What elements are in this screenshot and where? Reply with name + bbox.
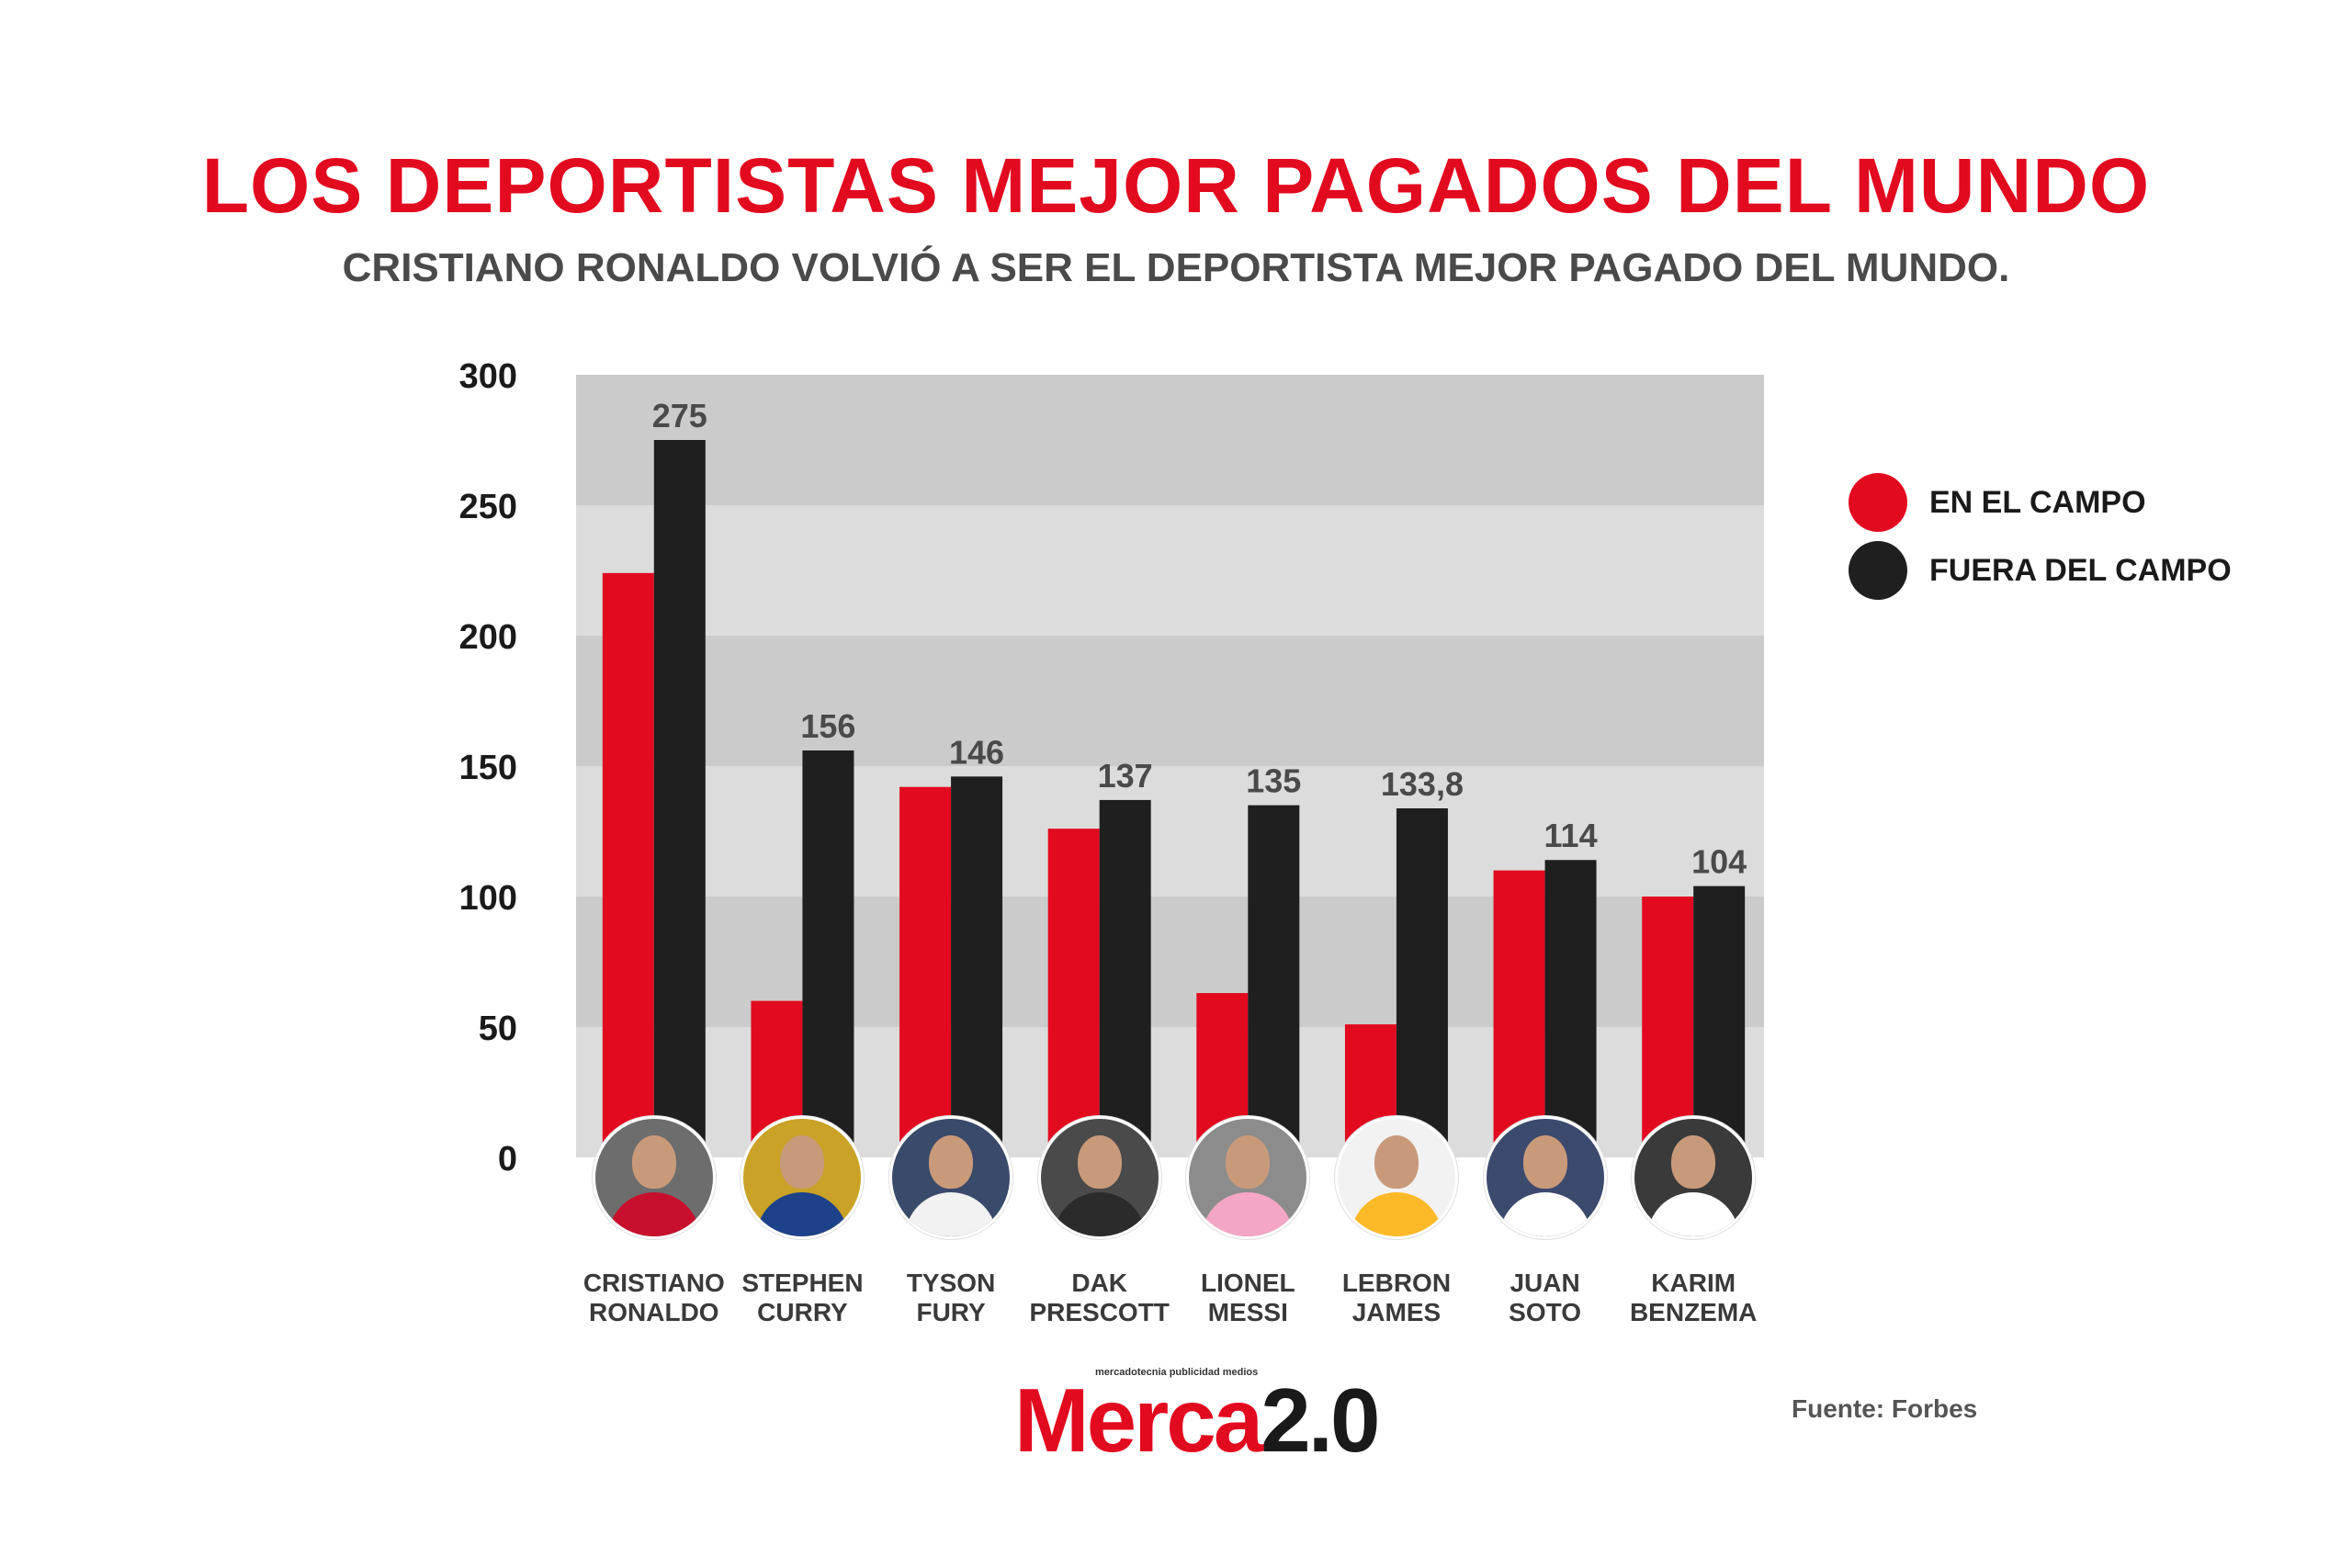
bar-en-el-campo bbox=[899, 786, 952, 1157]
athlete-card: STEPHEN CURRY bbox=[729, 1116, 876, 1327]
bar-en-el-campo bbox=[602, 572, 654, 1157]
y-tick-label: 0 bbox=[498, 1140, 517, 1179]
data-label: 104 bbox=[1691, 843, 1747, 881]
y-axis: 0 50 100 150 200 250 300 bbox=[459, 357, 517, 1179]
y-tick-label: 150 bbox=[459, 749, 517, 787]
data-label: 137 bbox=[1098, 757, 1153, 795]
logo-tagline: mercadotecnia publicidad medios bbox=[1095, 1367, 1259, 1378]
athlete-photo-icon bbox=[1632, 1116, 1756, 1239]
legend-label: EN EL CAMPO bbox=[1929, 484, 2146, 520]
athlete-photo-icon bbox=[1483, 1116, 1607, 1239]
athlete-card: TYSON FURY bbox=[877, 1116, 1024, 1327]
athlete-first-name: DAK bbox=[1071, 1269, 1128, 1297]
grid-band bbox=[576, 375, 1764, 505]
bars bbox=[602, 440, 1746, 1157]
athlete-photo-icon bbox=[889, 1116, 1013, 1239]
bar-fuera-del-campo bbox=[1544, 860, 1597, 1157]
red-dot-icon bbox=[1849, 473, 1907, 532]
athlete-photo-icon bbox=[1186, 1116, 1310, 1239]
athlete-first-name: LIONEL bbox=[1200, 1269, 1295, 1297]
chart-title: LOS DEPORTISTAS MEJOR PAGADOS DEL MUNDO bbox=[201, 142, 2151, 229]
data-label: 275 bbox=[652, 397, 707, 434]
bar-en-el-campo bbox=[1493, 870, 1545, 1157]
athlete-photo-icon bbox=[1037, 1116, 1161, 1239]
athlete-last-name: JAMES bbox=[1351, 1298, 1442, 1326]
athlete-card: DAK PRESCOTT bbox=[1026, 1116, 1173, 1327]
athlete-last-name: CURRY bbox=[757, 1298, 848, 1326]
athlete-first-name: TYSON bbox=[906, 1269, 996, 1297]
athlete-last-name: FURY bbox=[916, 1298, 986, 1326]
bar-en-el-campo bbox=[1047, 829, 1100, 1157]
merca-logo: mercadotecnia publicidad medios Merca2.0 bbox=[1014, 1367, 1381, 1471]
data-labels: 275 156 146 137 135 133,8 114 104 bbox=[652, 397, 1747, 881]
bar-fuera-del-campo bbox=[653, 440, 706, 1157]
athlete-card: LIONEL MESSI bbox=[1174, 1116, 1321, 1327]
athlete-name: JUAN SOTO bbox=[1472, 1269, 1619, 1327]
athlete-first-name: CRISTIANO bbox=[582, 1269, 725, 1297]
data-label: 135 bbox=[1246, 762, 1301, 800]
bar-fuera-del-campo bbox=[1693, 886, 1746, 1157]
bar-fuera-del-campo bbox=[1396, 808, 1448, 1157]
legend-item-fuera-del-campo: FUERA DEL CAMPO bbox=[1849, 540, 2234, 601]
athlete-first-name: KARIM bbox=[1651, 1269, 1736, 1297]
bar-fuera-del-campo bbox=[1099, 799, 1151, 1157]
athlete-name: LIONEL MESSI bbox=[1174, 1269, 1321, 1327]
legend-label: FUERA DEL CAMPO bbox=[1929, 552, 2232, 588]
athlete-photo-icon bbox=[741, 1116, 865, 1239]
y-tick-label: 300 bbox=[459, 357, 517, 396]
athlete-card: CRISTIANO RONALDO bbox=[581, 1116, 728, 1327]
logo-word: Merca bbox=[1014, 1370, 1263, 1471]
athlete-name: KARIM BENZEMA bbox=[1620, 1269, 1767, 1327]
source-note: Fuente: Forbes bbox=[1792, 1394, 1978, 1423]
grid-band bbox=[576, 505, 1764, 636]
athlete-photo-icon bbox=[592, 1116, 716, 1239]
athlete-last-name: SOTO bbox=[1509, 1298, 1581, 1326]
data-label: 114 bbox=[1544, 817, 1598, 854]
athlete-card: LEBRON JAMES bbox=[1323, 1116, 1470, 1327]
athlete-name: CRISTIANO RONALDO bbox=[581, 1269, 728, 1327]
athlete-photo-icon bbox=[1334, 1116, 1458, 1239]
data-label: 133,8 bbox=[1381, 765, 1464, 803]
athlete-name: TYSON FURY bbox=[877, 1269, 1024, 1327]
y-tick-label: 200 bbox=[459, 618, 517, 657]
athlete-name: LEBRON JAMES bbox=[1323, 1269, 1470, 1327]
bar-fuera-del-campo bbox=[802, 750, 854, 1157]
y-tick-label: 50 bbox=[479, 1010, 517, 1048]
athlete-first-name: JUAN bbox=[1510, 1269, 1580, 1297]
athlete-last-name: MESSI bbox=[1207, 1298, 1288, 1326]
chart-subtitle: CRISTIANO RONALDO VOLVIÓ A SER EL DEPORT… bbox=[342, 245, 2010, 290]
athlete-last-name: BENZEMA bbox=[1629, 1298, 1758, 1326]
athlete-card: KARIM BENZEMA bbox=[1620, 1116, 1767, 1327]
athlete-name: STEPHEN CURRY bbox=[729, 1269, 876, 1327]
logo-version: 2.0 bbox=[1261, 1370, 1380, 1471]
y-tick-label: 250 bbox=[459, 488, 517, 526]
bar-fuera-del-campo bbox=[1248, 805, 1300, 1157]
grid-band bbox=[576, 636, 1764, 766]
y-tick-label: 100 bbox=[459, 879, 517, 918]
legend-item-en-el-campo: EN EL CAMPO bbox=[1849, 472, 2234, 533]
athlete-name: DAK PRESCOTT bbox=[1026, 1269, 1173, 1327]
bar-en-el-campo bbox=[1642, 897, 1694, 1157]
athlete-first-name: LEBRON bbox=[1341, 1269, 1452, 1297]
black-dot-icon bbox=[1849, 541, 1907, 600]
athlete-first-name: STEPHEN bbox=[741, 1269, 864, 1297]
bar-fuera-del-campo bbox=[951, 776, 1003, 1157]
data-label: 146 bbox=[949, 733, 1004, 771]
data-label: 156 bbox=[800, 707, 855, 745]
athlete-card: JUAN SOTO bbox=[1472, 1116, 1619, 1327]
athlete-last-name: PRESCOTT bbox=[1029, 1298, 1170, 1326]
athlete-last-name: RONALDO bbox=[589, 1298, 719, 1326]
